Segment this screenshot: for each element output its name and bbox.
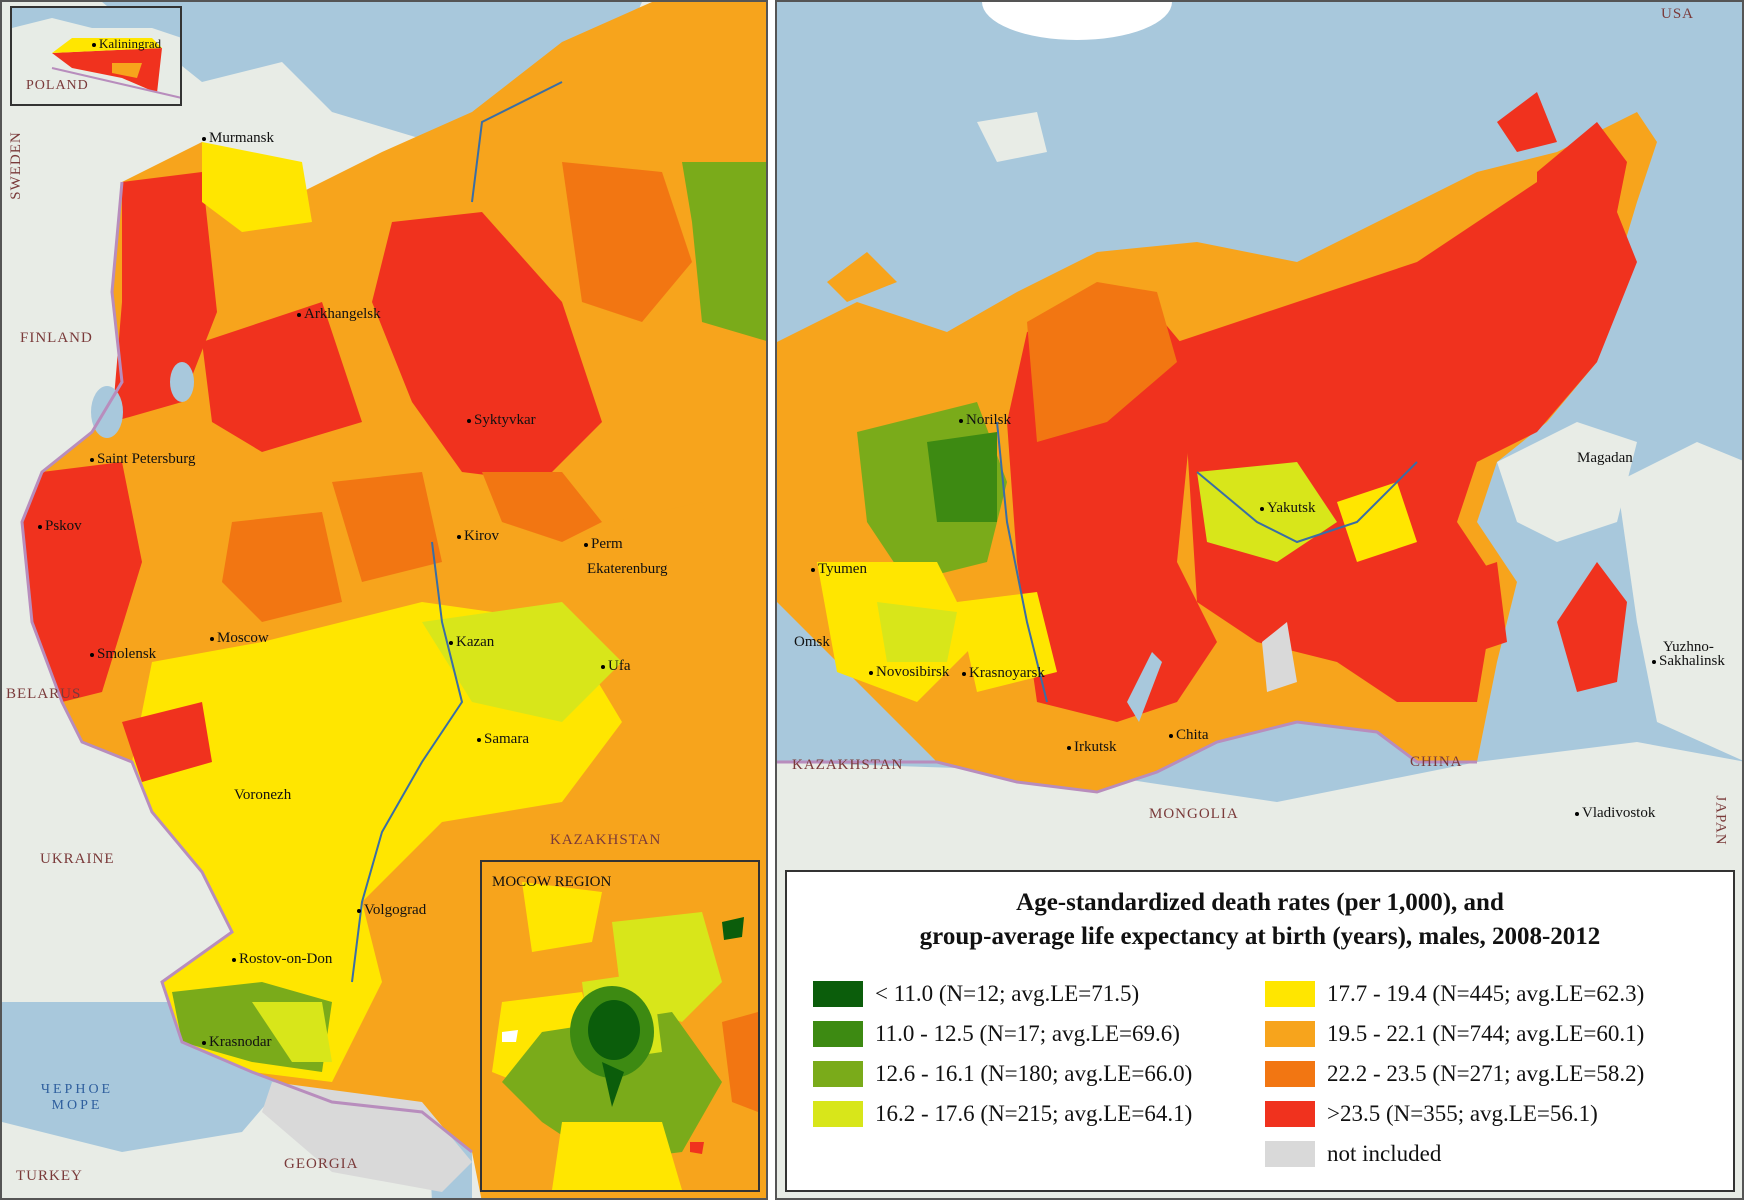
country-label-mongolia: MONGOLIA bbox=[1149, 806, 1239, 822]
city-label-samara: Samara bbox=[477, 731, 529, 748]
kaliningrad-inset-graphic bbox=[12, 8, 180, 99]
legend-swatch bbox=[1265, 1101, 1315, 1127]
legend-item: 12.6 - 16.1 (N=180; avg.LE=66.0) bbox=[813, 1060, 1192, 1088]
country-label-belarus: BELARUS bbox=[6, 686, 82, 702]
legend-swatch bbox=[1265, 1021, 1315, 1047]
legend-swatch bbox=[813, 1061, 863, 1087]
city-label-sakhalinsk: Sakhalinsk bbox=[1652, 653, 1725, 670]
country-label-ukraine: UKRAINE bbox=[40, 851, 115, 867]
country-label-usa: USA bbox=[1661, 6, 1695, 22]
legend-swatch bbox=[1265, 981, 1315, 1007]
legend-swatch bbox=[1265, 1061, 1315, 1087]
country-label-finland: FINLAND bbox=[20, 330, 93, 346]
city-label-kazan: Kazan bbox=[449, 634, 494, 651]
legend-item: 19.5 - 22.1 (N=744; avg.LE=60.1) bbox=[1265, 1020, 1644, 1048]
city-label-syktyvkar: Syktyvkar bbox=[467, 412, 536, 429]
moscow-inset-graphic bbox=[482, 862, 758, 1190]
city-label-saint-petersburg: Saint Petersburg bbox=[90, 451, 195, 468]
moscow-region-inset: MOCOW REGION bbox=[480, 860, 760, 1192]
country-label-japan: JAPAN bbox=[1712, 795, 1729, 846]
legend-item: 17.7 - 19.4 (N=445; avg.LE=62.3) bbox=[1265, 980, 1644, 1008]
legend-title: Age-standardized death rates (per 1,000)… bbox=[919, 889, 1601, 950]
legend-item: 16.2 - 17.6 (N=215; avg.LE=64.1) bbox=[813, 1100, 1192, 1128]
city-label-volgograd: Volgograd bbox=[357, 902, 426, 919]
city-label-tyumen: Tyumen bbox=[811, 561, 867, 578]
kaliningrad-inset: Kaliningrad POLAND bbox=[10, 6, 182, 106]
city-label-perm: Perm bbox=[584, 536, 623, 553]
european-russia-map: Kaliningrad POLAND Murmansk Arkhangelsk … bbox=[0, 0, 768, 1200]
city-label-krasnoyarsk: Krasnoyarsk bbox=[962, 665, 1045, 682]
city-label-pskov: Pskov bbox=[38, 518, 82, 535]
city-label-arkhangelsk: Arkhangelsk bbox=[297, 306, 381, 323]
city-label-chita: Chita bbox=[1169, 727, 1209, 744]
legend-item: >23.5 (N=355; avg.LE=56.1) bbox=[1265, 1100, 1598, 1128]
legend-item: 11.0 - 12.5 (N=17; avg.LE=69.6) bbox=[813, 1020, 1180, 1048]
city-label-irkutsk: Irkutsk bbox=[1067, 739, 1117, 756]
city-label-vladivostok: Vladivostok bbox=[1575, 805, 1655, 822]
moscow-inset-title: MOCOW REGION bbox=[492, 874, 612, 890]
legend-swatch bbox=[813, 1101, 863, 1127]
city-label-norilsk: Norilsk bbox=[959, 412, 1011, 429]
country-label-kazakhstan-east: KAZAKHSTAN bbox=[792, 757, 904, 773]
legend-item: 22.2 - 23.5 (N=271; avg.LE=58.2) bbox=[1265, 1060, 1644, 1088]
legend-item: < 11.0 (N=12; avg.LE=71.5) bbox=[813, 980, 1139, 1008]
legend-swatch bbox=[1265, 1141, 1315, 1167]
country-label-china: CHINA bbox=[1410, 754, 1463, 770]
city-label-yakutsk: Yakutsk bbox=[1260, 500, 1316, 517]
city-label-magadan: Magadan bbox=[1577, 450, 1633, 466]
city-label-moscow: Moscow bbox=[210, 630, 269, 647]
city-label-ekaterenburg: Ekaterenburg bbox=[587, 561, 668, 577]
city-label-kirov: Kirov bbox=[457, 528, 499, 545]
legend-swatch bbox=[813, 981, 863, 1007]
black-sea-label: ЧЕРНОЕ МОРЕ bbox=[40, 1082, 114, 1113]
city-label-novosibirsk: Novosibirsk bbox=[869, 664, 949, 681]
city-label-smolensk: Smolensk bbox=[90, 646, 156, 663]
country-label-poland: POLAND bbox=[26, 78, 89, 93]
country-label-sweden: SWEDEN bbox=[7, 131, 24, 200]
city-label-ufa: Ufa bbox=[601, 658, 631, 675]
legend-item: not included bbox=[1265, 1140, 1441, 1168]
city-label-kaliningrad: Kaliningrad bbox=[92, 36, 161, 52]
country-label-kazakhstan-west: KAZAKHSTAN bbox=[550, 832, 662, 848]
city-label-murmansk: Murmansk bbox=[202, 130, 274, 147]
map-legend: Age-standardized death rates (per 1,000)… bbox=[785, 870, 1735, 1192]
city-label-yuzhno: Yuzhno- bbox=[1663, 639, 1714, 655]
city-label-rostov-on-don: Rostov-on-Don bbox=[232, 951, 332, 968]
legend-swatch bbox=[813, 1021, 863, 1047]
country-label-turkey: TURKEY bbox=[16, 1168, 83, 1184]
city-label-omsk: Omsk bbox=[794, 634, 830, 650]
country-label-georgia: GEORGIA bbox=[284, 1156, 359, 1172]
city-label-voronezh: Voronezh bbox=[234, 787, 292, 803]
city-label-krasnodar: Krasnodar bbox=[202, 1034, 271, 1051]
